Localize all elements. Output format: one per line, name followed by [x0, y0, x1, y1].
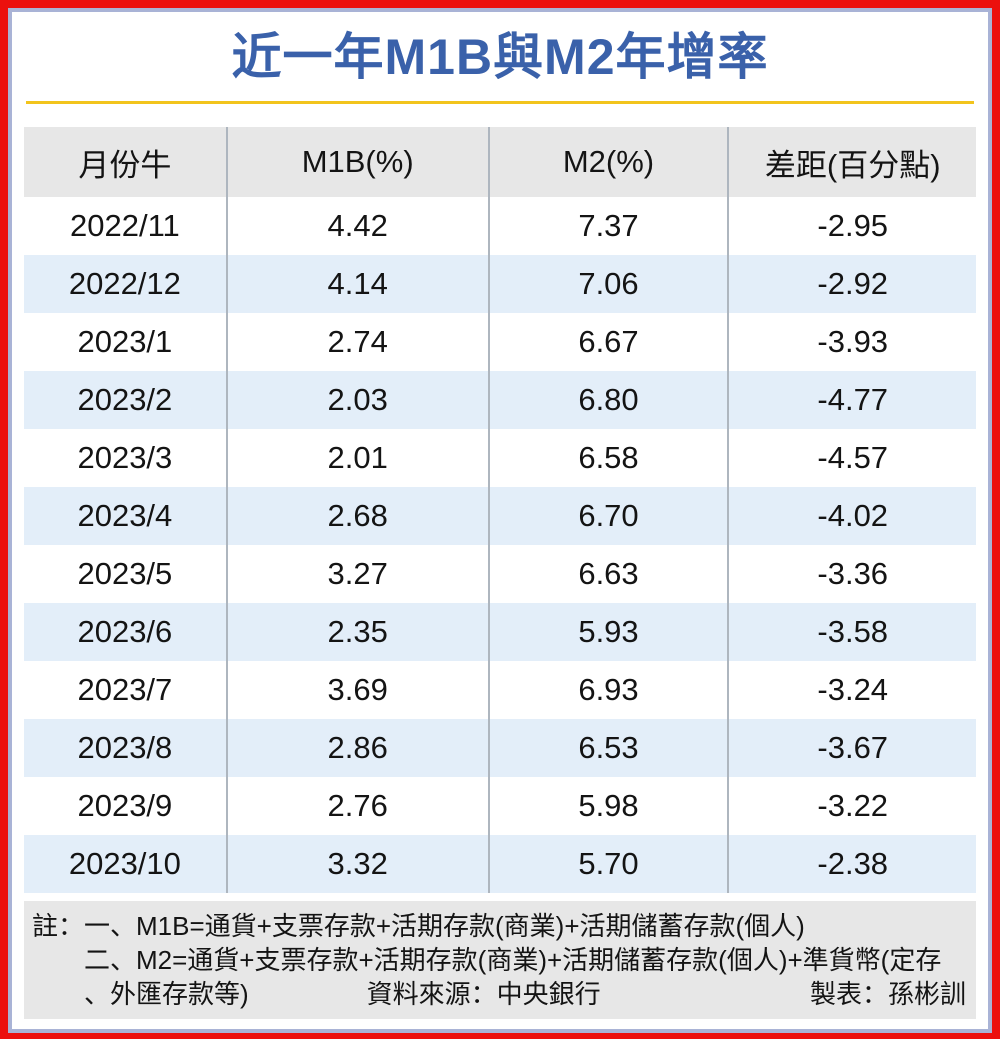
m2-cell: 7.37: [487, 197, 729, 255]
m2-cell: 6.53: [487, 719, 729, 777]
m1b-cell: 4.42: [225, 197, 489, 255]
month-cell: 2023/4: [24, 487, 227, 545]
table-row: 2023/5 3.27 6.63 -3.36: [24, 545, 976, 603]
footnote-line3: 、外匯存款等) 資料來源：中央銀行 製表：孫彬訓: [32, 977, 968, 1011]
m2-cell: 5.93: [487, 603, 729, 661]
m2-cell: 6.67: [487, 313, 729, 371]
m2-cell: 6.80: [487, 371, 729, 429]
month-cell: 2023/6: [24, 603, 227, 661]
m1b-cell: 2.03: [225, 371, 489, 429]
credit-label: 製表：孫彬訓: [809, 979, 966, 1009]
table-row: 2023/8 2.86 6.53 -3.67: [24, 719, 976, 777]
column-header-m2: M2(%): [487, 127, 729, 197]
gap-cell: -3.36: [727, 545, 976, 603]
month-cell: 2023/5: [77, 556, 173, 591]
month-cell: 2022/11: [70, 208, 180, 243]
inner-blue-frame: 近一年M1B與M2年增率 月份牛 M1B(%) M2(%) 差距(百分點) 20…: [8, 8, 992, 1033]
gap-cell: -4.02: [727, 487, 976, 545]
m1b-cell: 2.01: [225, 429, 489, 487]
month-cell: 2023/8: [24, 719, 227, 777]
m2-cell: 7.06: [487, 255, 729, 313]
m2-cell: 5.70: [487, 835, 729, 893]
m2-cell: 6.63: [487, 545, 729, 603]
gap-cell: -2.92: [727, 255, 976, 313]
table-row: 2023/2 2.03 6.80 -4.77: [24, 371, 976, 429]
gap-cell: -3.24: [727, 661, 976, 719]
month-cell: 2023/1: [77, 324, 173, 359]
gap-cell: -4.57: [727, 429, 976, 487]
table-header-row: 月份牛 M1B(%) M2(%) 差距(百分點): [24, 127, 976, 197]
column-header-gap: 差距(百分點): [727, 127, 976, 197]
gap-cell: -3.67: [727, 719, 976, 777]
data-table: 月份牛 M1B(%) M2(%) 差距(百分點) 2022/11 4.42 7.…: [24, 127, 976, 893]
m1b-cell: 2.35: [225, 603, 489, 661]
table-row: 2023/3 2.01 6.58 -4.57: [24, 429, 976, 487]
m2-cell: 5.98: [487, 777, 729, 835]
m1b-cell: 2.76: [225, 777, 489, 835]
table-row: 2022/12 4.14 7.06 -2.92: [24, 255, 976, 313]
month-cell: 2023/10: [24, 835, 227, 893]
footnote-line1: 註：一、M1B=通貨+支票存款+活期存款(商業)+活期儲蓄存款(個人): [32, 911, 805, 941]
page-title: 近一年M1B與M2年增率: [231, 29, 769, 85]
table-row: 2022/11 4.42 7.37 -2.95: [24, 197, 976, 255]
table-row: 2023/10 3.32 5.70 -2.38: [24, 835, 976, 893]
footnote-line2: 二、M2=通貨+支票存款+活期存款(商業)+活期儲蓄存款(個人)+準貨幣(定存: [84, 945, 942, 975]
m1b-cell: 2.74: [225, 313, 489, 371]
m1b-cell: 4.14: [225, 255, 489, 313]
table-row: 2023/4 2.68 6.70 -4.02: [24, 487, 976, 545]
month-cell: 2022/12: [24, 255, 227, 313]
m1b-cell: 3.27: [225, 545, 489, 603]
m1b-cell: 2.68: [225, 487, 489, 545]
table-row: 2023/9 2.76 5.98 -3.22: [24, 777, 976, 835]
source-label: 資料來源：中央銀行: [366, 979, 601, 1009]
footnotes-block: 註：一、M1B=通貨+支票存款+活期存款(商業)+活期儲蓄存款(個人) 二、M2…: [24, 901, 976, 1019]
gap-cell: -4.77: [727, 371, 976, 429]
column-header-month: 月份牛: [24, 127, 227, 197]
m1b-cell: 3.32: [225, 835, 489, 893]
gap-cell: -3.22: [727, 777, 976, 835]
month-cell: 2023/2: [24, 371, 227, 429]
gap-cell: -2.38: [727, 835, 976, 893]
m1b-cell: 3.69: [225, 661, 489, 719]
m2-cell: 6.70: [487, 487, 729, 545]
table-row: 2023/1 2.74 6.67 -3.93: [24, 313, 976, 371]
table-row: 2023/6 2.35 5.93 -3.58: [24, 603, 976, 661]
month-cell: 2023/7: [77, 672, 173, 707]
m2-cell: 6.93: [487, 661, 729, 719]
title-underline: [26, 101, 974, 104]
m1b-cell: 2.86: [225, 719, 489, 777]
gap-cell: -3.93: [727, 313, 976, 371]
gap-cell: -3.58: [727, 603, 976, 661]
table-row: 2023/7 3.69 6.93 -3.24: [24, 661, 976, 719]
month-cell: 2023/3: [77, 440, 173, 475]
gap-cell: -2.95: [727, 197, 976, 255]
footnote-line3-continuation: 、外匯存款等): [84, 979, 249, 1009]
column-header-m1b: M1B(%): [225, 127, 489, 197]
month-cell: 2023/9: [77, 788, 173, 823]
m2-cell: 6.58: [487, 429, 729, 487]
